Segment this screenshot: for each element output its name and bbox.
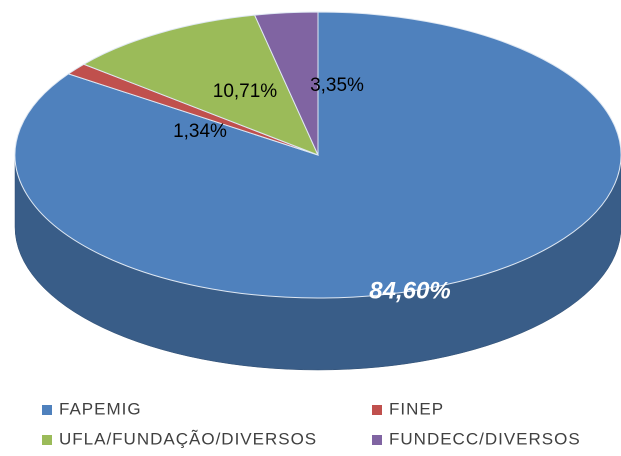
legend-label: FUNDECC/DIVERSOS: [389, 429, 581, 448]
legend-label: UFLA/FUNDAÇÃO/DIVERSOS: [59, 429, 317, 448]
legend-label: FINEP: [389, 399, 444, 418]
legend-label: FAPEMIG: [59, 399, 142, 418]
pie-slice: [253, 11, 319, 156]
legend-swatch: [42, 435, 52, 445]
data-label: 84,60%: [369, 277, 450, 304]
data-label: 10,71%: [213, 81, 278, 102]
legend-swatch: [372, 435, 382, 445]
legend-swatch: [372, 405, 382, 415]
data-label: 3,35%: [310, 75, 364, 96]
legend-swatch: [42, 405, 52, 415]
data-label: 1,34%: [173, 121, 227, 142]
pie-slice: [82, 14, 319, 156]
